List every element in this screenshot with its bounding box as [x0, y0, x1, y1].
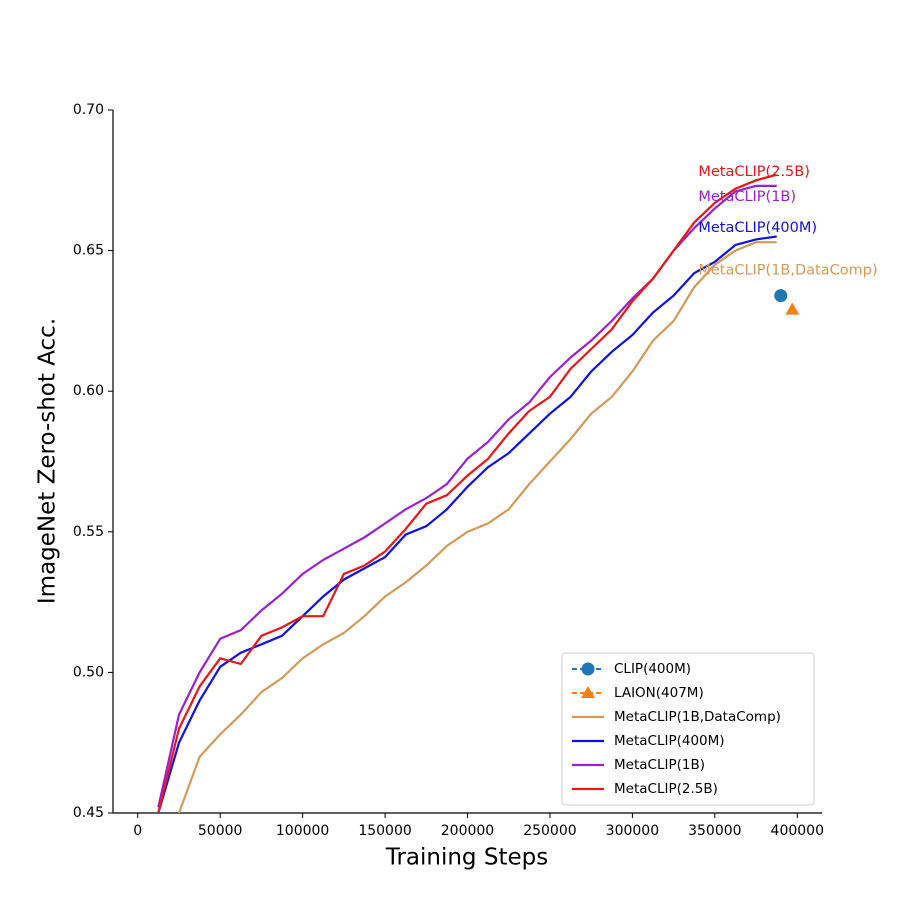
x-tick-label: 200000: [441, 823, 494, 839]
legend-marker: [581, 686, 595, 698]
y-tick-label: 0.65: [73, 243, 104, 259]
line: [157, 235, 777, 813]
y-tick-label: 0.55: [73, 524, 104, 540]
line: [157, 173, 777, 813]
x-tick-label: 100000: [276, 823, 329, 839]
legend-label: CLIP(400M): [614, 661, 691, 677]
x-axis-label: Training Steps: [385, 845, 548, 871]
annotation: MetaCLIP(1B,DataComp): [698, 262, 877, 278]
legend-label: LAION(407M): [614, 685, 704, 701]
legend-label: MetaCLIP(2.5B): [614, 781, 718, 797]
x-tick-label: 50000: [198, 823, 243, 839]
point: [774, 289, 788, 303]
y-axis-label: ImageNet Zero-shot Acc.: [35, 318, 61, 604]
y-tick-label: 0.70: [73, 102, 104, 118]
x-tick-label: 350000: [688, 823, 741, 839]
legend-label: MetaCLIP(1B,DataComp): [614, 709, 781, 725]
x-tick-label: 250000: [523, 823, 576, 839]
annotation: MetaCLIP(2.5B): [698, 164, 810, 180]
legend-label: MetaCLIP(1B): [614, 757, 705, 773]
x-tick-label: 300000: [606, 823, 659, 839]
x-tick-label: 400000: [771, 823, 824, 839]
point: [785, 302, 800, 315]
legend-box: [561, 652, 815, 806]
y-tick-label: 0.60: [73, 383, 104, 399]
y-tick-label: 0.50: [73, 664, 104, 680]
plot-area: [157, 173, 777, 813]
legend-marker: [581, 662, 595, 676]
x-tick-label: 0: [133, 823, 142, 839]
line: [177, 241, 777, 813]
annotation: MetaCLIP(1B): [698, 189, 796, 205]
legend-label: MetaCLIP(400M): [614, 733, 725, 749]
y-tick-label: 0.45: [73, 805, 104, 821]
annotation: MetaCLIP(400M): [698, 220, 817, 236]
x-tick-label: 150000: [358, 823, 411, 839]
